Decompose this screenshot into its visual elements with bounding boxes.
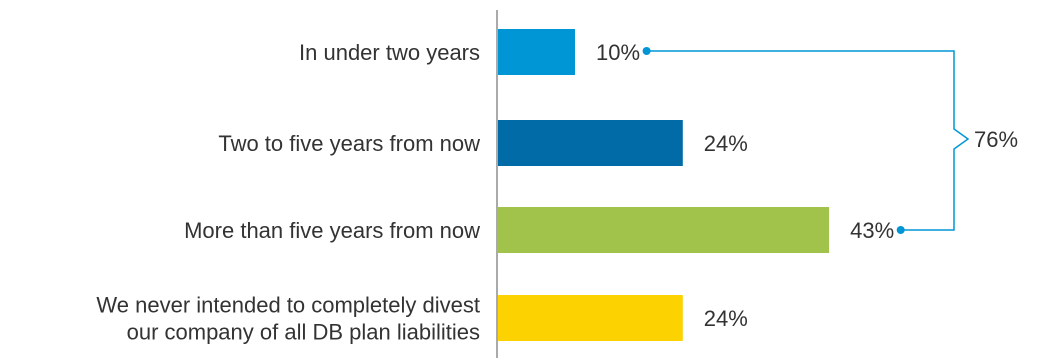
category-label-line: Two to five years from now (218, 131, 480, 156)
data-label-in-under-two-years: 10% (596, 40, 640, 65)
data-label-two-to-five-years-from-now: 24% (704, 131, 748, 156)
bracket-dot-bottom (896, 226, 905, 234)
bracket-line (646, 50, 970, 231)
data-label-we-never-intended-to-completely-divest: 24% (704, 306, 748, 331)
category-label-line: our company of all DB plan liabilities (127, 320, 480, 345)
bracket-label: 76% (974, 127, 1018, 152)
category-label-line: In under two years (299, 40, 480, 65)
category-label-line: More than five years from now (184, 218, 480, 243)
category-label-line: We never intended to completely divest (96, 293, 480, 318)
bracket-annotation: 76% (642, 47, 1018, 234)
bars-group: In under two years 10% Two to five years f… (96, 29, 894, 345)
bar-we-never-intended-to-completely-divest (498, 295, 683, 341)
category-label-in-under-two-years: In under two years (299, 40, 480, 65)
bracket-dot-top (642, 47, 651, 55)
bar-in-under-two-years (498, 29, 575, 75)
data-label-more-than-five-years-from-now: 43% (850, 218, 894, 243)
category-label-we-never-intended-to-completely-divest: We never intended to completely divest ou… (96, 293, 480, 345)
category-label-two-to-five-years-from-now: Two to five years from now (218, 131, 480, 156)
bar-two-to-five-years-from-now (498, 120, 683, 166)
bar-more-than-five-years-from-now (498, 207, 830, 253)
category-label-more-than-five-years-from-now: More than five years from now (184, 218, 480, 243)
